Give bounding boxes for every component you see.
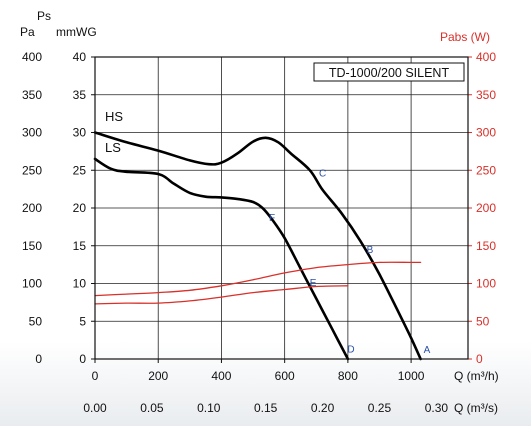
title-box — [313, 62, 465, 82]
m3s-tick-label: 0.20 — [311, 401, 335, 415]
mmwg-tick-label: 25 — [73, 163, 87, 177]
series-layer — [93, 131, 422, 361]
pabs-tick-label: 350 — [476, 88, 496, 102]
marker-d: D — [347, 344, 354, 355]
pabs-tick-label: 50 — [476, 314, 490, 328]
mmwg-unit-label: mmWG — [56, 25, 97, 39]
pabs-tick-label: 200 — [476, 201, 496, 215]
mmwg-tick-label: 30 — [73, 126, 87, 140]
pabs-axis-label: Pabs (W) — [440, 30, 490, 44]
pa-tick-label: 100 — [22, 277, 42, 291]
marker-b: B — [367, 245, 374, 256]
pa-tick-label: 200 — [22, 201, 42, 215]
left-axis-ticks: 0 0 50 5 100 10 150 15 200 20 250 25 300 30 350 35 400 40 — [22, 50, 86, 366]
pabs-tick-label: 0 — [476, 352, 483, 366]
grid — [91, 56, 472, 363]
mmwg-tick-label: 10 — [73, 277, 87, 291]
m3h-tick-label: 800 — [338, 369, 358, 383]
marker-layer: A B C D E F — [269, 169, 431, 357]
pa-tick-label: 400 — [22, 50, 42, 64]
m3s-tick-label: 0.15 — [254, 401, 278, 415]
pabs-tick-label: 300 — [476, 126, 496, 140]
mmwg-tick-label: 40 — [73, 50, 87, 64]
m3h-tick-label: 600 — [275, 369, 295, 383]
right-axis-ticks: 0 50 100 150 200 250 300 350 400 — [476, 50, 496, 366]
m3s-tick-label: 0.10 — [197, 401, 221, 415]
plot-frame — [94, 56, 469, 360]
pabs-tick-label: 400 — [476, 50, 496, 64]
m3h-tick-label: 0 — [92, 369, 99, 383]
marker-c: C — [319, 169, 326, 180]
pa-tick-label: 0 — [35, 352, 42, 366]
mmwg-tick-label: 15 — [73, 239, 87, 253]
power-curve-3 — [94, 285, 349, 305]
bottom-axis-ticks: 0 200 400 600 800 1000 0.00 0.05 0.10 0.15 0.20 0.2… — [83, 369, 448, 415]
m3s-tick-label: 0.25 — [368, 401, 392, 415]
mmwg-tick-label: 35 — [73, 88, 87, 102]
power-curve-2 — [94, 261, 422, 297]
pa-tick-label: 300 — [22, 126, 42, 140]
marker-a: A — [424, 345, 431, 356]
hs-label: HS — [105, 109, 123, 124]
m3s-tick-label: 0.00 — [83, 401, 107, 415]
pa-tick-label: 250 — [22, 163, 42, 177]
m3h-tick-label: 200 — [148, 369, 168, 383]
pressure-curve-ls — [93, 157, 350, 361]
x-axis-label-m3h: Q (m³/h) — [454, 369, 499, 383]
pabs-tick-label: 250 — [476, 163, 496, 177]
chart-title: TD-1000/200 SILENT — [329, 66, 450, 80]
m3h-tick-label: 1000 — [398, 369, 425, 383]
x-axis-label-m3s: Q (m³/s) — [454, 401, 498, 415]
marker-e: E — [310, 278, 317, 289]
pabs-tick-label: 100 — [476, 277, 496, 291]
pa-tick-label: 350 — [22, 88, 42, 102]
mmwg-tick-label: 0 — [79, 352, 86, 366]
pa-tick-label: 150 — [22, 239, 42, 253]
pa-unit-label: Pa — [20, 25, 35, 39]
m3s-tick-label: 0.05 — [140, 401, 164, 415]
m3s-tick-label: 0.30 — [425, 401, 449, 415]
pa-tick-label: 50 — [29, 314, 43, 328]
mmwg-tick-label: 5 — [79, 314, 86, 328]
ls-label: LS — [105, 140, 121, 155]
mmwg-tick-label: 20 — [73, 201, 87, 215]
ps-label: Ps — [37, 9, 51, 23]
pressure-curve-hs — [93, 131, 422, 361]
marker-f: F — [269, 213, 275, 224]
m3h-tick-label: 400 — [211, 369, 231, 383]
pabs-tick-label: 150 — [476, 239, 496, 253]
